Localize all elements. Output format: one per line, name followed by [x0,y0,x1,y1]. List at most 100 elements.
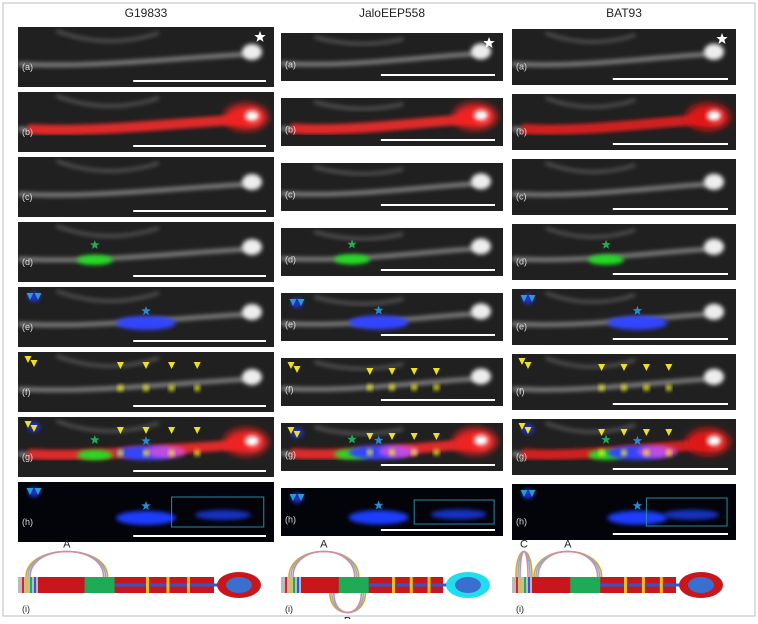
panel-image [512,289,736,345]
arrowhead-marker [388,433,396,440]
star-marker [601,434,611,444]
filament-branch [313,230,404,241]
green-signal [76,255,113,265]
tip [242,304,262,320]
filament-branch [545,421,636,434]
star-marker [373,435,384,445]
arrowhead-marker [366,433,374,440]
panel-label: (e) [285,320,296,330]
yellow-dot [168,385,175,391]
yellow-dot [389,384,395,391]
column-title: G19833 [125,6,168,20]
panel-label: (c) [22,192,33,202]
arrowhead-marker [432,368,440,375]
loop-label: A [320,539,328,551]
panel: (e) [281,293,503,341]
arrowhead-marker [287,362,295,369]
schematic-band [166,577,170,593]
panel: (f) [18,352,274,412]
arrowhead-marker [289,494,297,501]
blue-tail [663,509,720,520]
panel-label: (c) [516,191,527,201]
filament-branch [545,226,636,239]
panel-image [281,163,503,211]
yellow-dot [389,449,395,456]
panel-image [18,287,274,347]
schematic-band [624,577,627,593]
arrowhead-marker [528,490,536,497]
tip [704,173,724,190]
panel-label: (g) [285,450,296,460]
schematic: C A (i) [512,539,723,614]
schematic-loop [292,550,356,578]
panel-image [281,293,503,341]
panel-label: (h) [516,516,527,526]
blue-signal [348,510,409,525]
filament [512,51,715,67]
filament-branch [55,29,160,43]
loop-label: B [344,616,351,620]
star-marker [716,33,728,44]
star-marker [373,500,384,510]
filament-branch [55,289,160,303]
green-signal [588,254,625,265]
arrowhead-marker [518,358,526,365]
schematic-band [146,577,149,593]
arrowhead-marker [642,429,650,436]
panel-label: (i) [516,604,524,614]
panel: (g) [281,423,503,471]
arrowhead-marker [30,360,38,367]
loop-label: C [520,539,528,551]
zoom-box [171,496,265,528]
filament [281,376,482,392]
schematic-stripe [285,577,287,593]
panel-image [18,352,274,412]
panel: (h) [512,484,736,540]
filament [18,247,253,262]
star-marker [601,239,611,249]
schematic-stripe [297,577,299,593]
arrowhead-marker [34,293,42,300]
tip [471,173,491,190]
arrowhead-marker [524,362,532,369]
arrowhead-marker [193,427,201,434]
filament [512,181,715,197]
star-marker [632,435,643,445]
schematic-blue-line [600,583,702,587]
panel: (c) [512,159,736,215]
yellow-dot [117,385,124,391]
filament [281,246,482,262]
arrowhead-marker [520,295,528,302]
star-marker [373,305,384,315]
filament-branch [545,31,636,44]
filament [18,52,253,67]
column-title: BAT93 [606,6,642,20]
schematic-loop [333,592,363,614]
filament-branch [55,419,160,433]
panel-image [512,419,736,475]
yellow-dot [643,384,650,391]
schematic-tip-core [455,577,481,593]
arrowhead-marker [524,427,532,434]
panel-label: (f) [285,385,294,395]
arrowhead-marker [410,368,418,375]
magenta-signal [146,446,186,458]
panel: (h) [281,488,503,536]
schematic-band [392,577,395,593]
arrowhead-marker [24,356,32,363]
panel: (d) [18,222,274,282]
tip [704,368,724,385]
yellow-dot [117,450,124,456]
blue-signal [348,315,409,330]
panel: (d) [512,224,736,280]
panel-image [18,222,274,282]
green-signal [76,450,113,460]
panel: (b) [18,92,274,152]
panel-label: (f) [22,387,31,397]
star-marker [632,500,643,510]
yellow-dot [665,449,672,456]
arrowhead-marker [289,299,297,306]
yellow-dot [433,384,440,391]
